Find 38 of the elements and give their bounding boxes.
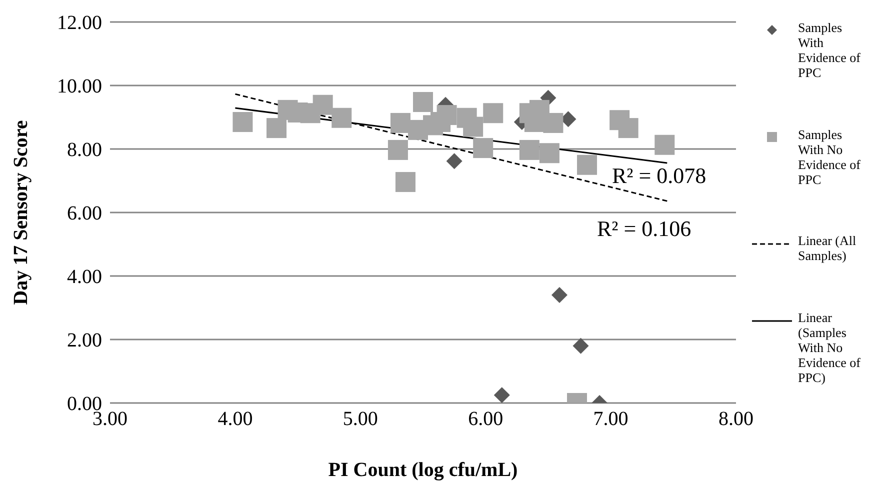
point: [312, 94, 333, 115]
legend-label: Linear (Samples With No Evidence of PPC): [798, 310, 862, 385]
point: [266, 118, 287, 138]
point: [473, 138, 494, 158]
y-axis-title: Day 17 Sensory Score: [10, 120, 32, 305]
point: [332, 108, 352, 128]
point: [390, 112, 410, 133]
legend-label: Samples With No Evidence of PPC: [798, 126, 862, 187]
legend-label: Linear (All Samples): [798, 233, 858, 264]
y-tick-label: 8.00: [67, 139, 102, 162]
y-tick-label: 6.00: [67, 202, 102, 225]
point: [539, 143, 560, 164]
point: [395, 172, 416, 192]
point: [494, 387, 510, 403]
y-tick-label: 10.00: [57, 76, 102, 98]
point: [519, 140, 540, 160]
point: [232, 112, 253, 132]
x-tick-label: 8.00: [718, 408, 754, 430]
y-tick-label: 2.00: [67, 330, 102, 352]
y-tick-label: 4.00: [67, 266, 102, 288]
point: [654, 134, 675, 155]
point: [577, 154, 598, 175]
point: [446, 153, 462, 170]
annotation: R² = 0.106: [597, 216, 692, 242]
legend-label: Samples With Evidence of PPC: [798, 20, 862, 80]
x-tick-label: 4.00: [218, 408, 253, 430]
point: [543, 112, 564, 133]
annotation: R² = 0.078: [612, 163, 706, 189]
point: [413, 92, 433, 112]
x-axis-title: PI Count (log cfu/mL): [328, 459, 518, 481]
point: [388, 140, 408, 160]
x-tick-label: 7.00: [593, 408, 628, 430]
point: [551, 287, 568, 304]
y-tick-label: 12.00: [57, 12, 102, 34]
x-tick-label: 6.00: [468, 408, 504, 430]
point: [483, 103, 504, 124]
point: [572, 338, 589, 354]
x-tick-label: 5.00: [342, 408, 378, 430]
